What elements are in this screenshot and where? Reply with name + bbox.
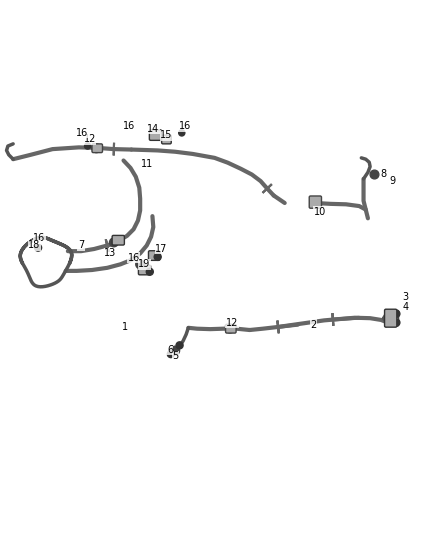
Text: 8: 8 [380,168,386,179]
Circle shape [370,170,379,179]
FancyBboxPatch shape [149,130,162,140]
Circle shape [146,268,153,275]
Circle shape [176,342,183,349]
Text: 13: 13 [104,248,117,259]
Circle shape [110,238,118,247]
Circle shape [85,143,91,149]
FancyBboxPatch shape [162,135,171,144]
Text: 16: 16 [179,122,191,131]
Text: 6: 6 [167,345,173,355]
Text: 1: 1 [122,321,128,332]
Text: 9: 9 [389,176,395,186]
Text: 15: 15 [160,130,173,140]
Text: 4: 4 [402,302,408,312]
Text: 2: 2 [310,320,316,330]
Text: 5: 5 [172,351,178,361]
Text: 12: 12 [226,318,238,328]
Text: 19: 19 [138,260,151,269]
Circle shape [154,253,161,260]
FancyBboxPatch shape [385,310,399,326]
Text: 18: 18 [28,240,40,251]
Text: 10: 10 [314,207,326,217]
Circle shape [171,346,180,355]
Circle shape [226,324,234,333]
FancyBboxPatch shape [309,196,321,208]
Circle shape [179,130,185,136]
Circle shape [310,197,321,207]
Circle shape [35,244,42,251]
FancyBboxPatch shape [148,251,160,260]
Text: 12: 12 [84,134,96,144]
FancyBboxPatch shape [112,236,124,245]
Circle shape [136,260,145,269]
Circle shape [92,144,101,152]
Circle shape [393,310,400,317]
Text: 3: 3 [402,292,408,302]
Circle shape [167,351,174,358]
FancyBboxPatch shape [226,324,236,333]
Text: 16: 16 [127,253,140,263]
FancyBboxPatch shape [92,144,102,152]
Text: 16: 16 [123,122,135,131]
Text: 11: 11 [141,159,153,168]
Circle shape [393,319,400,326]
Text: 17: 17 [155,244,167,254]
Text: 16: 16 [33,233,46,243]
Text: 14: 14 [147,124,159,134]
Text: 16: 16 [76,128,88,138]
Text: 7: 7 [78,240,84,251]
FancyBboxPatch shape [138,265,151,275]
FancyBboxPatch shape [385,309,397,327]
